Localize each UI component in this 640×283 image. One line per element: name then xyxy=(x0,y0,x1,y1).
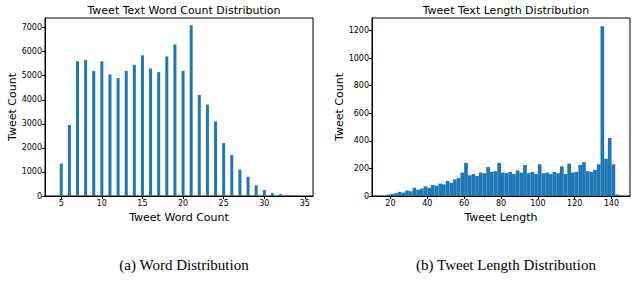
svg-text:(b) Tweet Length Distribution: (b) Tweet Length Distribution xyxy=(416,257,596,274)
svg-text:Tweet Count: Tweet Count xyxy=(6,72,19,142)
svg-text:Tweet Count: Tweet Count xyxy=(333,72,346,142)
svg-text:6000: 6000 xyxy=(22,47,42,56)
svg-text:100: 100 xyxy=(530,199,545,208)
svg-text:30: 30 xyxy=(259,199,269,208)
svg-text:Tweet Text Word Count Distribu: Tweet Text Word Count Distribution xyxy=(86,4,280,17)
svg-text:800: 800 xyxy=(354,81,369,90)
svg-text:Tweet Length: Tweet Length xyxy=(463,211,537,224)
svg-text:35: 35 xyxy=(300,199,310,208)
svg-text:15: 15 xyxy=(137,199,147,208)
svg-text:200: 200 xyxy=(354,164,369,173)
svg-text:20: 20 xyxy=(385,199,395,208)
svg-text:10: 10 xyxy=(97,199,107,208)
svg-text:60: 60 xyxy=(459,199,469,208)
svg-text:1200: 1200 xyxy=(349,26,369,35)
svg-text:0: 0 xyxy=(364,192,369,201)
svg-text:2000: 2000 xyxy=(22,143,42,152)
svg-text:5000: 5000 xyxy=(22,71,42,80)
svg-text:140: 140 xyxy=(604,199,619,208)
svg-text:4000: 4000 xyxy=(22,95,42,104)
svg-text:Tweet Text Length Distribution: Tweet Text Length Distribution xyxy=(422,4,590,17)
svg-text:40: 40 xyxy=(422,199,432,208)
svg-text:20: 20 xyxy=(178,199,188,208)
svg-text:Tweet Word Count: Tweet Word Count xyxy=(128,211,229,224)
svg-text:3000: 3000 xyxy=(22,119,42,128)
svg-text:1000: 1000 xyxy=(22,167,42,176)
svg-text:80: 80 xyxy=(496,199,506,208)
svg-text:25: 25 xyxy=(219,199,229,208)
svg-text:1000: 1000 xyxy=(349,54,369,63)
svg-text:5: 5 xyxy=(59,199,64,208)
svg-text:(a) Word Distribution: (a) Word Distribution xyxy=(119,257,249,274)
svg-text:120: 120 xyxy=(567,199,582,208)
svg-text:400: 400 xyxy=(354,136,369,145)
svg-text:0: 0 xyxy=(37,192,42,201)
svg-text:600: 600 xyxy=(354,109,369,118)
svg-text:7000: 7000 xyxy=(22,23,42,32)
